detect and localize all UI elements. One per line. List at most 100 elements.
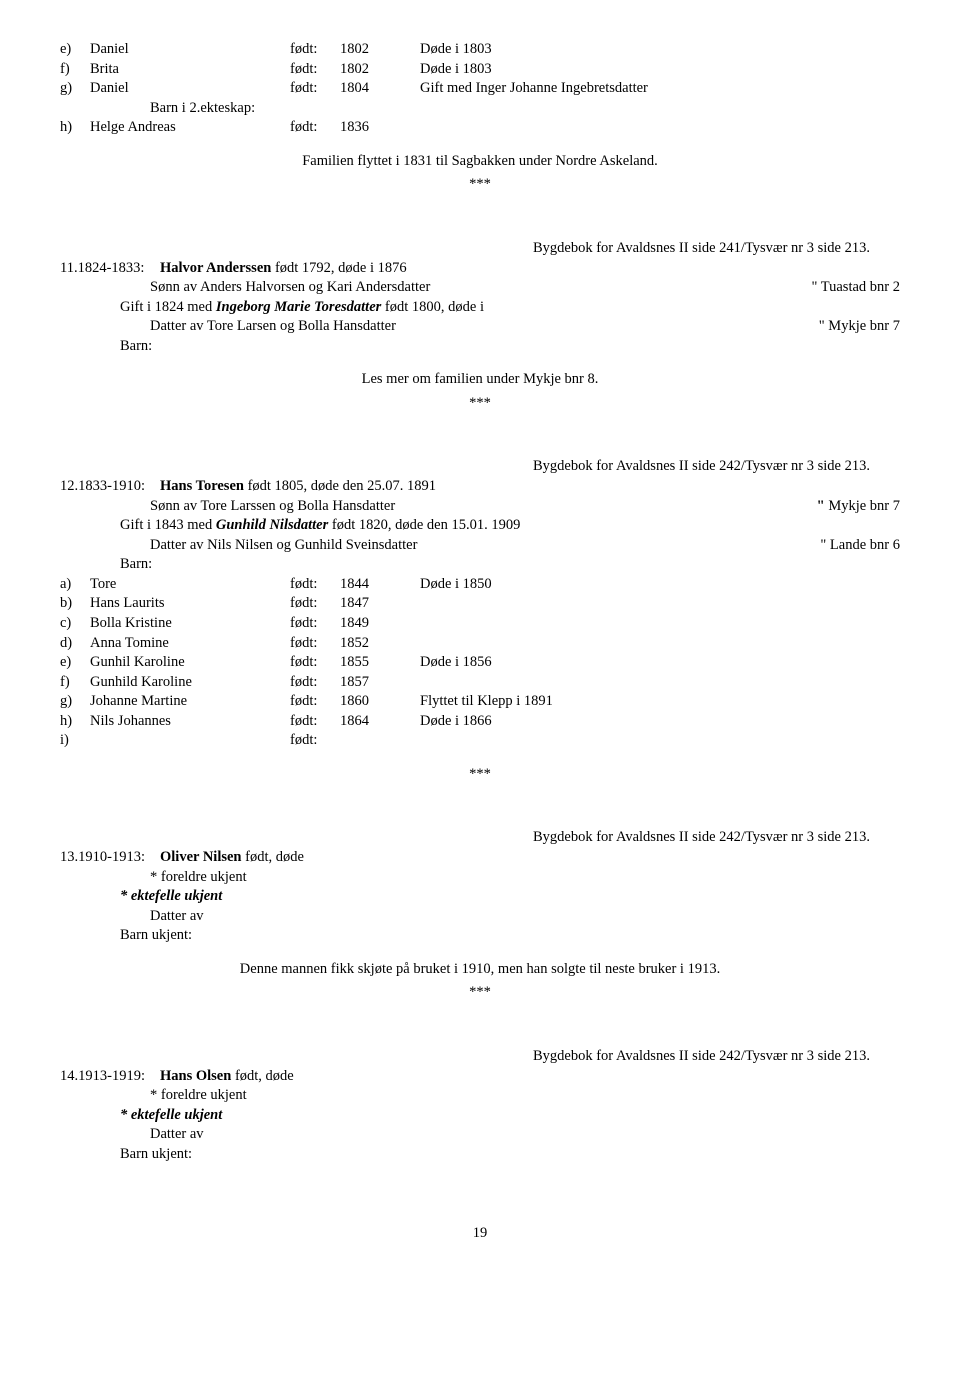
child-row: e)Gunhil Karolinefødt:1855Døde i 1856: [60, 653, 900, 673]
mykje-ref: " Mykje bnr 7: [799, 317, 900, 337]
child-name: Nils Johannes: [90, 712, 290, 732]
child-row-h: h) Helge Andreas født: 1836: [60, 118, 900, 138]
entry12-line2: Sønn av Tore Larssen og Bolla Hansdatter…: [60, 497, 900, 517]
child-year: 1849: [340, 614, 420, 634]
entry-14: 14.1913-1919: Hans Olsen født, døde: [60, 1067, 900, 1087]
daughter-of: Datter av Tore Larsen og Bolla Hansdatte…: [150, 317, 396, 337]
person-dates: født, døde: [231, 1068, 293, 1084]
child-letter: a): [60, 575, 90, 595]
child-row: d)Anna Tominefødt:1852: [60, 634, 900, 654]
child-year: 1852: [340, 634, 420, 654]
child-name: Daniel: [90, 40, 290, 60]
person-name: Oliver Nilsen: [160, 849, 242, 865]
child-letter: g): [60, 692, 90, 712]
person-dates: født, døde: [242, 849, 304, 865]
gift-prefix: Gift i 1843 med: [120, 517, 216, 533]
child-year: 1802: [340, 60, 420, 80]
child-letter: g): [60, 79, 90, 99]
child-letter: b): [60, 594, 90, 614]
child-row: a)Torefødt:1844Døde i 1850: [60, 575, 900, 595]
barn-i2-label: Barn i 2.ekteskap:: [150, 99, 900, 119]
datter-av: Datter av: [150, 1125, 900, 1145]
child-name: Brita: [90, 60, 290, 80]
entry-title: Hans Toresen født 1805, døde den 25.07. …: [160, 477, 900, 497]
denne-mannen-note: Denne mannen fikk skjøte på bruket i 191…: [60, 960, 900, 980]
source-line-14: Bygdebok for Avaldsnes II side 242/Tysvæ…: [60, 1047, 870, 1067]
child-letter: e): [60, 653, 90, 673]
fodt-label: født:: [290, 634, 340, 654]
child-name: Tore: [90, 575, 290, 595]
spouse-name: Ingeborg Marie Toresdatter: [216, 299, 381, 315]
fodt-label: født:: [290, 653, 340, 673]
child-letter: h): [60, 712, 90, 732]
child-row: g)Danielfødt:1804Gift med Inger Johanne …: [60, 79, 900, 99]
source-line-12: Bygdebok for Avaldsnes II side 242/Tysvæ…: [60, 457, 870, 477]
barn-ukjent: Barn ukjent:: [120, 926, 900, 946]
gift-prefix: Gift i 1824 med: [120, 299, 216, 315]
child-name: Anna Tomine: [90, 634, 290, 654]
child-note: Døde i 1803: [420, 60, 900, 80]
child-note: Døde i 1850: [420, 575, 900, 595]
child-row: e)Danielfødt:1802Døde i 1803: [60, 40, 900, 60]
foreldre-ukjent: * foreldre ukjent: [150, 868, 900, 888]
person-name: Hans Toresen: [160, 478, 244, 494]
entry-code: 13.1910-1913:: [60, 848, 160, 868]
child-name: Hans Laurits: [90, 594, 290, 614]
fodt-label: født:: [290, 118, 340, 138]
entry-title: Halvor Anderssen født 1792, døde i 1876: [160, 259, 900, 279]
stars-divider: ***: [60, 175, 900, 195]
child-name: Gunhil Karoline: [90, 653, 290, 673]
source-line-13: Bygdebok for Avaldsnes II side 242/Tysvæ…: [60, 828, 870, 848]
fodt-label: født:: [290, 673, 340, 693]
son-of: Sønn av Tore Larssen og Bolla Hansdatter: [150, 497, 395, 517]
entry12-line4: Datter av Nils Nilsen og Gunhild Sveinsd…: [60, 536, 900, 556]
child-letter: c): [60, 614, 90, 634]
les-mer-note: Les mer om familien under Mykje bnr 8.: [60, 370, 900, 390]
child-row: f)Gunhild Karolinefødt:1857: [60, 673, 900, 693]
fodt-label: født:: [290, 614, 340, 634]
stars-divider: ***: [60, 765, 900, 785]
fodt-label: født:: [290, 594, 340, 614]
fodt-label: født:: [290, 575, 340, 595]
fodt-label: født:: [290, 731, 340, 751]
foreldre-ukjent: * foreldre ukjent: [150, 1086, 900, 1106]
child-row: b)Hans Lauritsfødt:1847: [60, 594, 900, 614]
child-name: Gunhild Karoline: [90, 673, 290, 693]
child-year: 1802: [340, 40, 420, 60]
spouse-name: Gunhild Nilsdatter: [216, 517, 328, 533]
child-name: Daniel: [90, 79, 290, 99]
page-number: 19: [60, 1224, 900, 1244]
fodt-label: født:: [290, 40, 340, 60]
child-row: f)Britafødt:1802Døde i 1803: [60, 60, 900, 80]
quote-mark: ": [817, 498, 829, 514]
person-name: Halvor Anderssen: [160, 260, 271, 276]
entry11-line4: Datter av Tore Larsen og Bolla Hansdatte…: [60, 317, 900, 337]
child-letter: i): [60, 731, 90, 751]
child-year: 1855: [340, 653, 420, 673]
spouse-dates: født 1800, døde i: [381, 299, 484, 315]
barn-label: Barn:: [120, 555, 900, 575]
child-row: i) født:: [60, 731, 900, 751]
children-top-list: e)Danielfødt:1802Døde i 1803f)Britafødt:…: [60, 40, 900, 99]
child-year: 1804: [340, 79, 420, 99]
lande-ref: " Lande bnr 6: [800, 536, 900, 556]
child-letter: e): [60, 40, 90, 60]
child-row: g)Johanne Martinefødt:1860Flyttet til Kl…: [60, 692, 900, 712]
entry-code: 12.1833-1910:: [60, 477, 160, 497]
son-of: Sønn av Anders Halvorsen og Kari Andersd…: [150, 278, 430, 298]
fodt-label: født:: [290, 692, 340, 712]
child-name: Helge Andreas: [90, 118, 290, 138]
fodt-label: født:: [290, 79, 340, 99]
child-note: Døde i 1866: [420, 712, 900, 732]
source-line-11: Bygdebok for Avaldsnes II side 241/Tysvæ…: [60, 239, 870, 259]
child-name: Bolla Kristine: [90, 614, 290, 634]
ektefelle-ukjent: * ektefelle ukjent: [120, 1106, 900, 1126]
child-year: 1864: [340, 712, 420, 732]
entry-code: 14.1913-1919:: [60, 1067, 160, 1087]
ektefelle-ukjent: * ektefelle ukjent: [120, 887, 900, 907]
child-letter: f): [60, 673, 90, 693]
child-row: c)Bolla Kristinefødt:1849: [60, 614, 900, 634]
entry-12: 12.1833-1910: Hans Toresen født 1805, dø…: [60, 477, 900, 497]
entry-13: 13.1910-1913: Oliver Nilsen født, døde: [60, 848, 900, 868]
child-note: Flyttet til Klepp i 1891: [420, 692, 900, 712]
